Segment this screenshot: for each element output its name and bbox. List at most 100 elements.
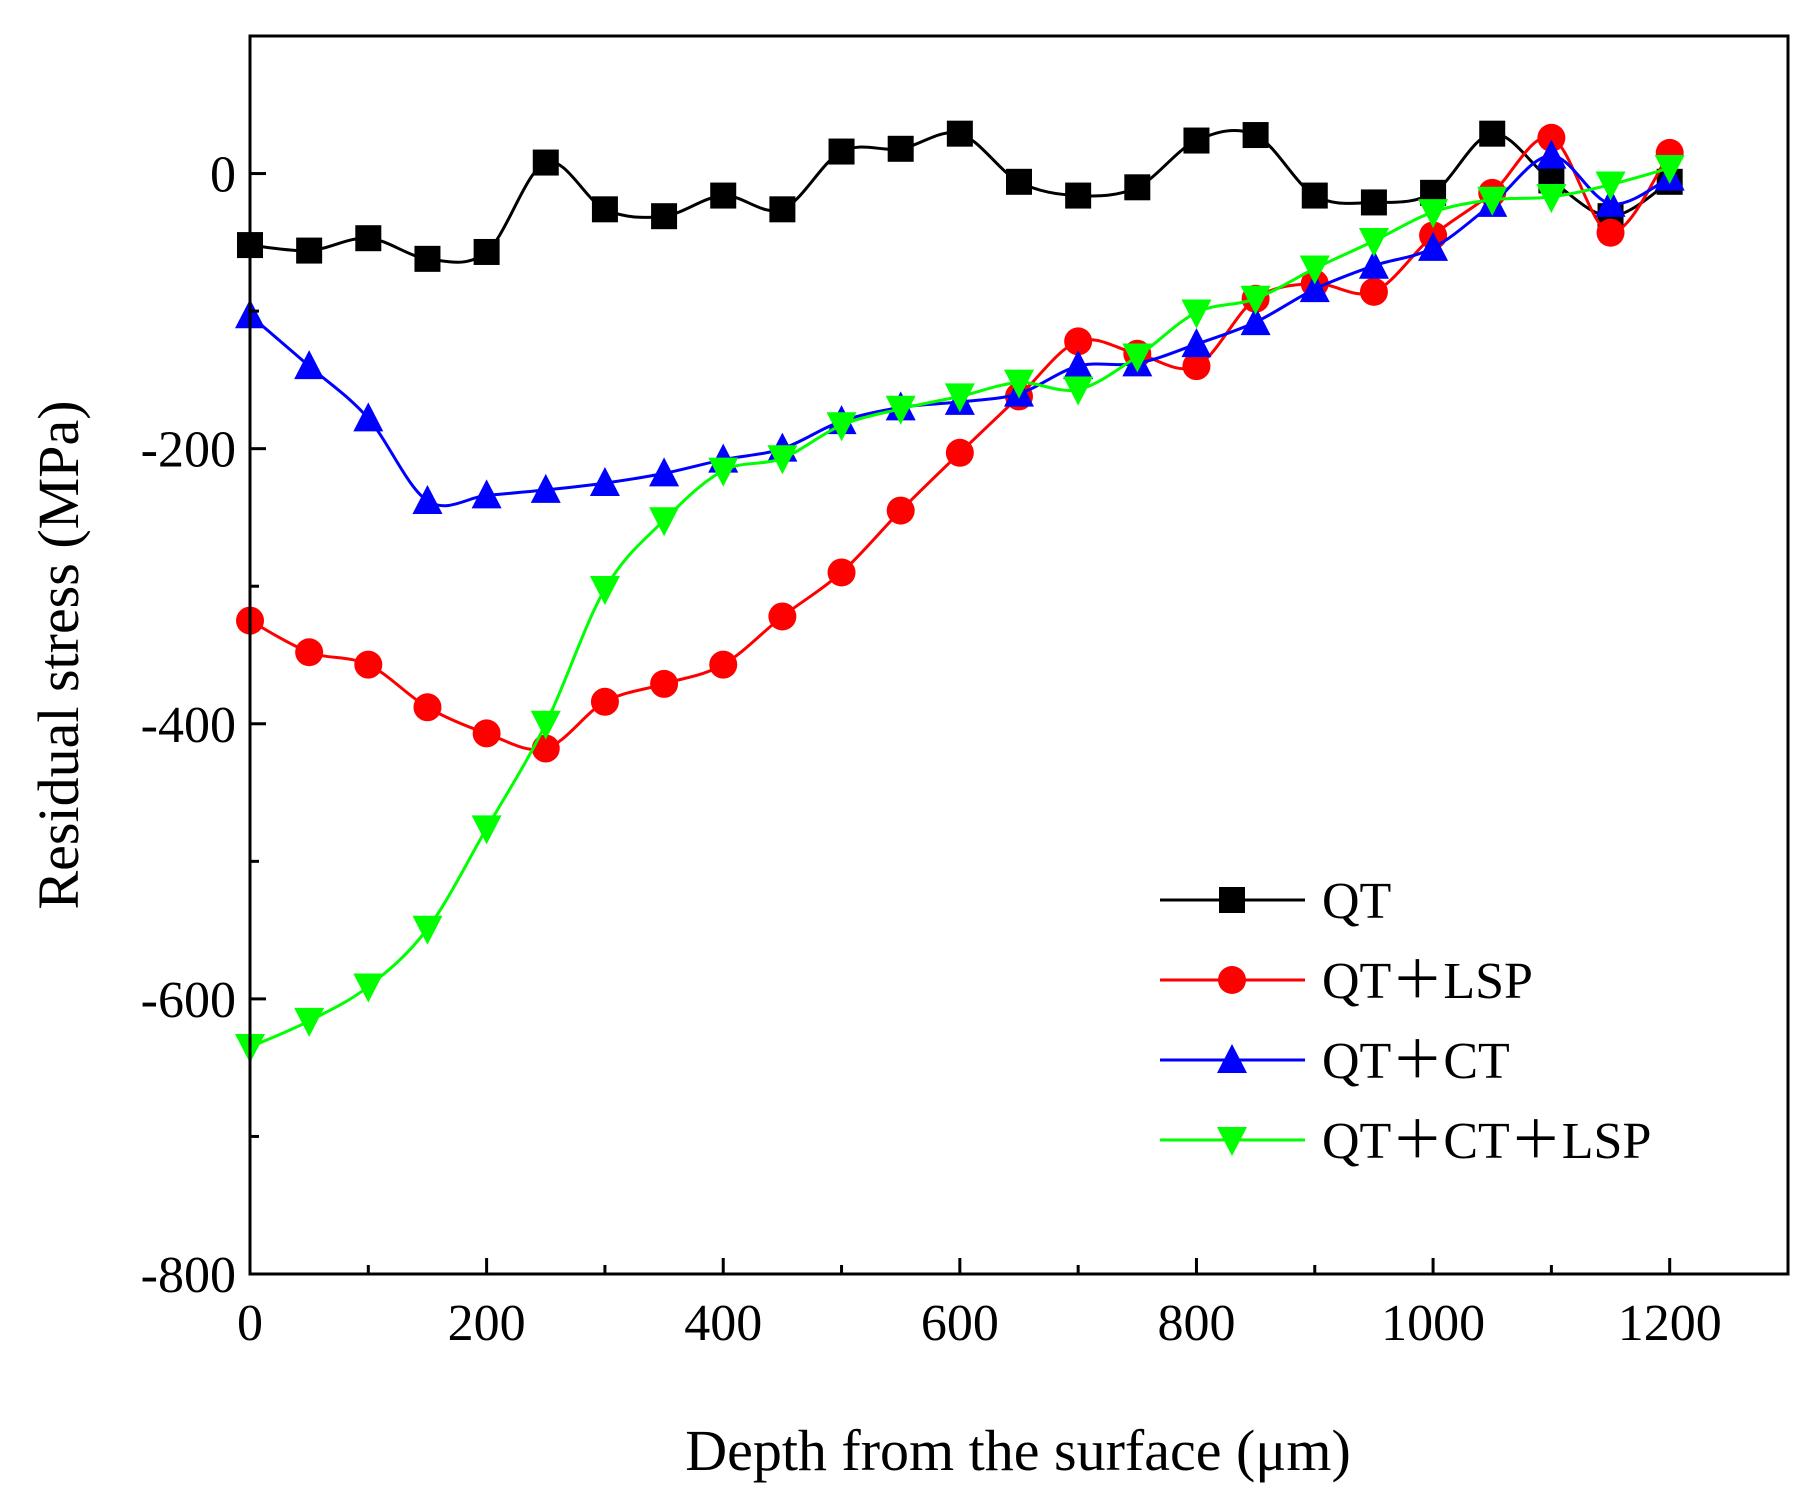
data-point-qt-ct-lsp bbox=[589, 575, 620, 605]
data-point-qt-lsp bbox=[590, 687, 619, 716]
x-tick-label: 400 bbox=[684, 1295, 762, 1352]
x-axis-title: Depth from the surface (μm) bbox=[685, 1418, 1351, 1483]
x-tick-label: 600 bbox=[921, 1295, 999, 1352]
data-point-qt-ct-lsp bbox=[885, 395, 916, 425]
data-point-qt bbox=[591, 196, 618, 223]
data-point-qt bbox=[1360, 189, 1387, 216]
data-point-qt-ct bbox=[1299, 273, 1330, 303]
y-tick-label: 0 bbox=[210, 147, 236, 204]
data-point-qt-ct-lsp bbox=[1181, 299, 1212, 329]
data-point-qt-ct-lsp bbox=[530, 710, 561, 740]
data-point-qt-ct-lsp bbox=[412, 915, 443, 945]
legend-marker-qt bbox=[1219, 887, 1245, 913]
data-point-qt bbox=[1242, 122, 1269, 149]
data-point-qt-ct bbox=[1418, 231, 1449, 261]
data-point-qt bbox=[1124, 174, 1151, 201]
data-point-qt-lsp bbox=[709, 650, 738, 679]
data-point-qt-ct bbox=[353, 402, 384, 432]
data-point-qt-ct bbox=[1063, 350, 1094, 380]
data-point-qt-ct bbox=[294, 350, 325, 380]
data-point-qt-lsp bbox=[886, 496, 915, 525]
data-point-qt bbox=[414, 245, 441, 272]
y-tick-label: -800 bbox=[141, 1247, 236, 1304]
data-point-qt-ct bbox=[1181, 328, 1212, 358]
data-point-qt-lsp bbox=[1596, 218, 1625, 247]
data-point-qt-ct-lsp bbox=[826, 412, 857, 442]
data-point-qt-ct-lsp bbox=[1122, 343, 1153, 373]
data-point-qt-ct-lsp bbox=[708, 457, 739, 487]
data-point-qt bbox=[355, 225, 382, 252]
data-point-qt-ct-lsp bbox=[1477, 186, 1508, 216]
data-point-qt-lsp bbox=[1182, 352, 1211, 381]
data-point-qt bbox=[1301, 182, 1328, 209]
data-point-qt-lsp bbox=[945, 438, 974, 467]
series-line-qt-ct-lsp bbox=[249, 166, 1671, 1049]
legend-marker-qt-ct bbox=[1217, 1044, 1247, 1073]
x-tick-label: 0 bbox=[237, 1295, 263, 1352]
data-point-qt-ct-lsp bbox=[1063, 376, 1094, 406]
legend-label-qt-ct-lsp: QT＋CT＋LSP bbox=[1322, 1113, 1651, 1170]
data-point-qt-ct-lsp bbox=[1299, 255, 1330, 285]
data-point-qt-ct-lsp bbox=[1595, 171, 1626, 201]
axes-layer: 0 200 400 600 800 1000 1200 -800 -600 -400 -200 0 bbox=[141, 147, 1722, 1352]
data-point-qt-lsp bbox=[768, 602, 797, 631]
legend-item-qt-ct: QT＋CT bbox=[1160, 1033, 1510, 1090]
data-point-qt-ct bbox=[1240, 306, 1271, 336]
data-point-qt-ct-lsp bbox=[1240, 285, 1271, 315]
legend-marker-qt-ct-lsp bbox=[1217, 1127, 1247, 1156]
data-point-qt bbox=[473, 238, 500, 265]
data-point-qt bbox=[1065, 182, 1092, 209]
y-tick-label: -600 bbox=[141, 972, 236, 1029]
legend-label-qt: QT bbox=[1322, 873, 1391, 930]
data-point-qt bbox=[532, 149, 559, 176]
data-point-qt-ct-lsp bbox=[1004, 369, 1034, 399]
data-point-qt-lsp bbox=[1064, 327, 1093, 356]
data-point-qt-ct-lsp bbox=[767, 445, 798, 475]
data-point-qt-ct-lsp bbox=[294, 1007, 325, 1037]
legend-marker-qt-lsp bbox=[1218, 966, 1246, 994]
data-point-qt-ct-lsp bbox=[944, 383, 975, 413]
data-point-qt-ct-lsp bbox=[471, 815, 502, 845]
data-point-qt-lsp bbox=[1359, 277, 1388, 306]
data-point-qt bbox=[946, 120, 973, 147]
data-point-qt bbox=[769, 196, 796, 223]
data-point-qt-lsp bbox=[1537, 123, 1566, 152]
data-point-qt-lsp bbox=[827, 558, 856, 587]
data-point-qt-ct bbox=[412, 484, 443, 514]
data-point-qt-ct bbox=[1536, 139, 1567, 169]
data-point-qt-ct-lsp bbox=[1654, 155, 1685, 185]
data-point-qt-ct-lsp bbox=[1418, 199, 1449, 229]
data-point-qt bbox=[710, 182, 737, 209]
data-point-qt-ct bbox=[649, 457, 680, 487]
legend-label-qt-lsp: QT＋LSP bbox=[1322, 953, 1533, 1010]
data-point-qt-lsp bbox=[354, 650, 383, 679]
data-point-qt-lsp bbox=[650, 669, 679, 698]
data-point-qt-ct bbox=[1358, 249, 1389, 279]
data-point-qt-ct bbox=[1595, 187, 1626, 217]
data-point-qt-ct bbox=[471, 479, 502, 509]
legend: QT QT＋LSP QT＋CT QT＋CT＋LSP bbox=[1160, 873, 1651, 1170]
data-point-qt bbox=[651, 203, 678, 230]
data-point-qt-lsp bbox=[413, 693, 442, 722]
data-point-qt-lsp bbox=[531, 734, 560, 763]
series-qt-ct-lsp bbox=[235, 155, 1685, 1064]
legend-item-qt-ct-lsp: QT＋CT＋LSP bbox=[1160, 1113, 1651, 1170]
data-point-qt bbox=[1183, 127, 1210, 154]
y-axis-title: Residual stress (MPa) bbox=[26, 400, 91, 909]
y-tick-label: -200 bbox=[141, 422, 236, 479]
data-point-qt-ct-lsp bbox=[649, 507, 680, 537]
data-point-qt-lsp bbox=[472, 719, 501, 748]
data-point-qt bbox=[1479, 120, 1506, 147]
legend-label-qt-ct: QT＋CT bbox=[1322, 1033, 1510, 1090]
data-point-qt-ct-lsp bbox=[1358, 227, 1389, 257]
data-point-qt bbox=[887, 135, 914, 162]
x-tick-label: 1000 bbox=[1381, 1295, 1485, 1352]
x-tick-label: 800 bbox=[1157, 1295, 1235, 1352]
y-tick-label: -400 bbox=[141, 697, 236, 754]
data-point-qt bbox=[1006, 168, 1032, 195]
data-point-qt bbox=[828, 138, 855, 165]
data-point-qt-ct bbox=[589, 467, 620, 497]
data-point-qt-ct-lsp bbox=[353, 973, 384, 1003]
data-point-qt bbox=[296, 237, 323, 264]
